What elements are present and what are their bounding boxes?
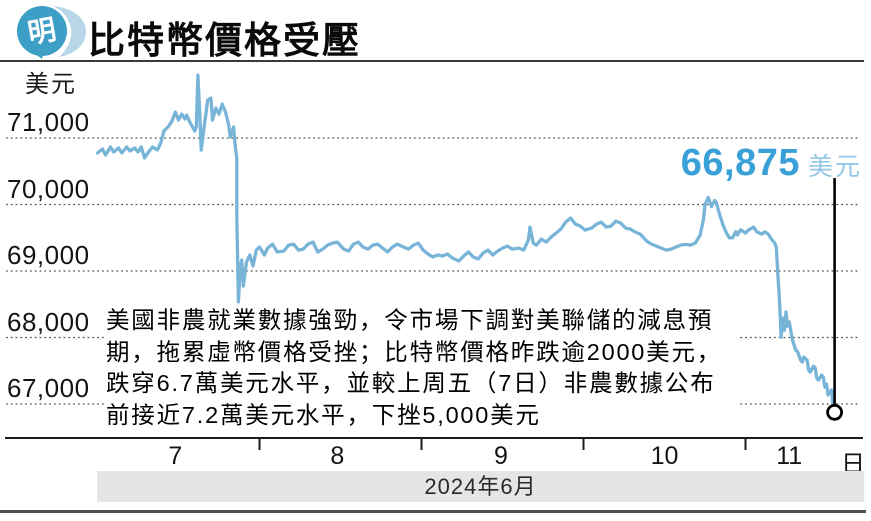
price-series-line	[95, 73, 837, 414]
y-axis-tick-label: 68,000	[7, 306, 90, 337]
latest-price-annotation: 66,875 美元	[681, 142, 862, 185]
page-title: 比特幣價格受壓	[88, 20, 361, 61]
y-axis-tick-label: 67,000	[7, 373, 90, 403]
logo-glyph: 明	[25, 14, 58, 49]
x-axis-tick-label: 7	[168, 442, 183, 470]
logo-tail	[31, 49, 44, 59]
y-axis-unit-label: 美元	[25, 71, 77, 98]
logo-swoosh-icon	[53, 6, 87, 57]
mingpao-logo-icon: 明	[17, 6, 87, 59]
bottom-divider	[0, 510, 866, 513]
y-axis-tick-label: 69,000	[7, 240, 90, 270]
x-axis-tick-label: 11	[776, 442, 803, 470]
x-axis-tick-label: 10	[650, 442, 679, 470]
latest-price-unit: 美元	[807, 153, 862, 181]
month-band: 2024年6月	[97, 471, 864, 502]
y-axis-tick-label: 71,000	[7, 107, 90, 137]
logo-circle	[17, 6, 67, 56]
header-divider	[0, 60, 864, 62]
annotation-pointer	[826, 178, 843, 421]
mingpao-logo: 明	[13, 3, 89, 60]
x-axis-line	[5, 437, 863, 450]
commentary-text: 美國非農就業數據強勁，令市場下調對美聯儲的減息預 期，拖累虛幣價格受挫；比特幣價…	[106, 305, 738, 431]
x-axis-tick-label: 8	[330, 442, 345, 470]
y-axis-tick-label: 70,000	[7, 173, 90, 204]
x-axis-tick-label: 9	[493, 442, 508, 470]
latest-price-value: 66,875	[680, 142, 800, 184]
